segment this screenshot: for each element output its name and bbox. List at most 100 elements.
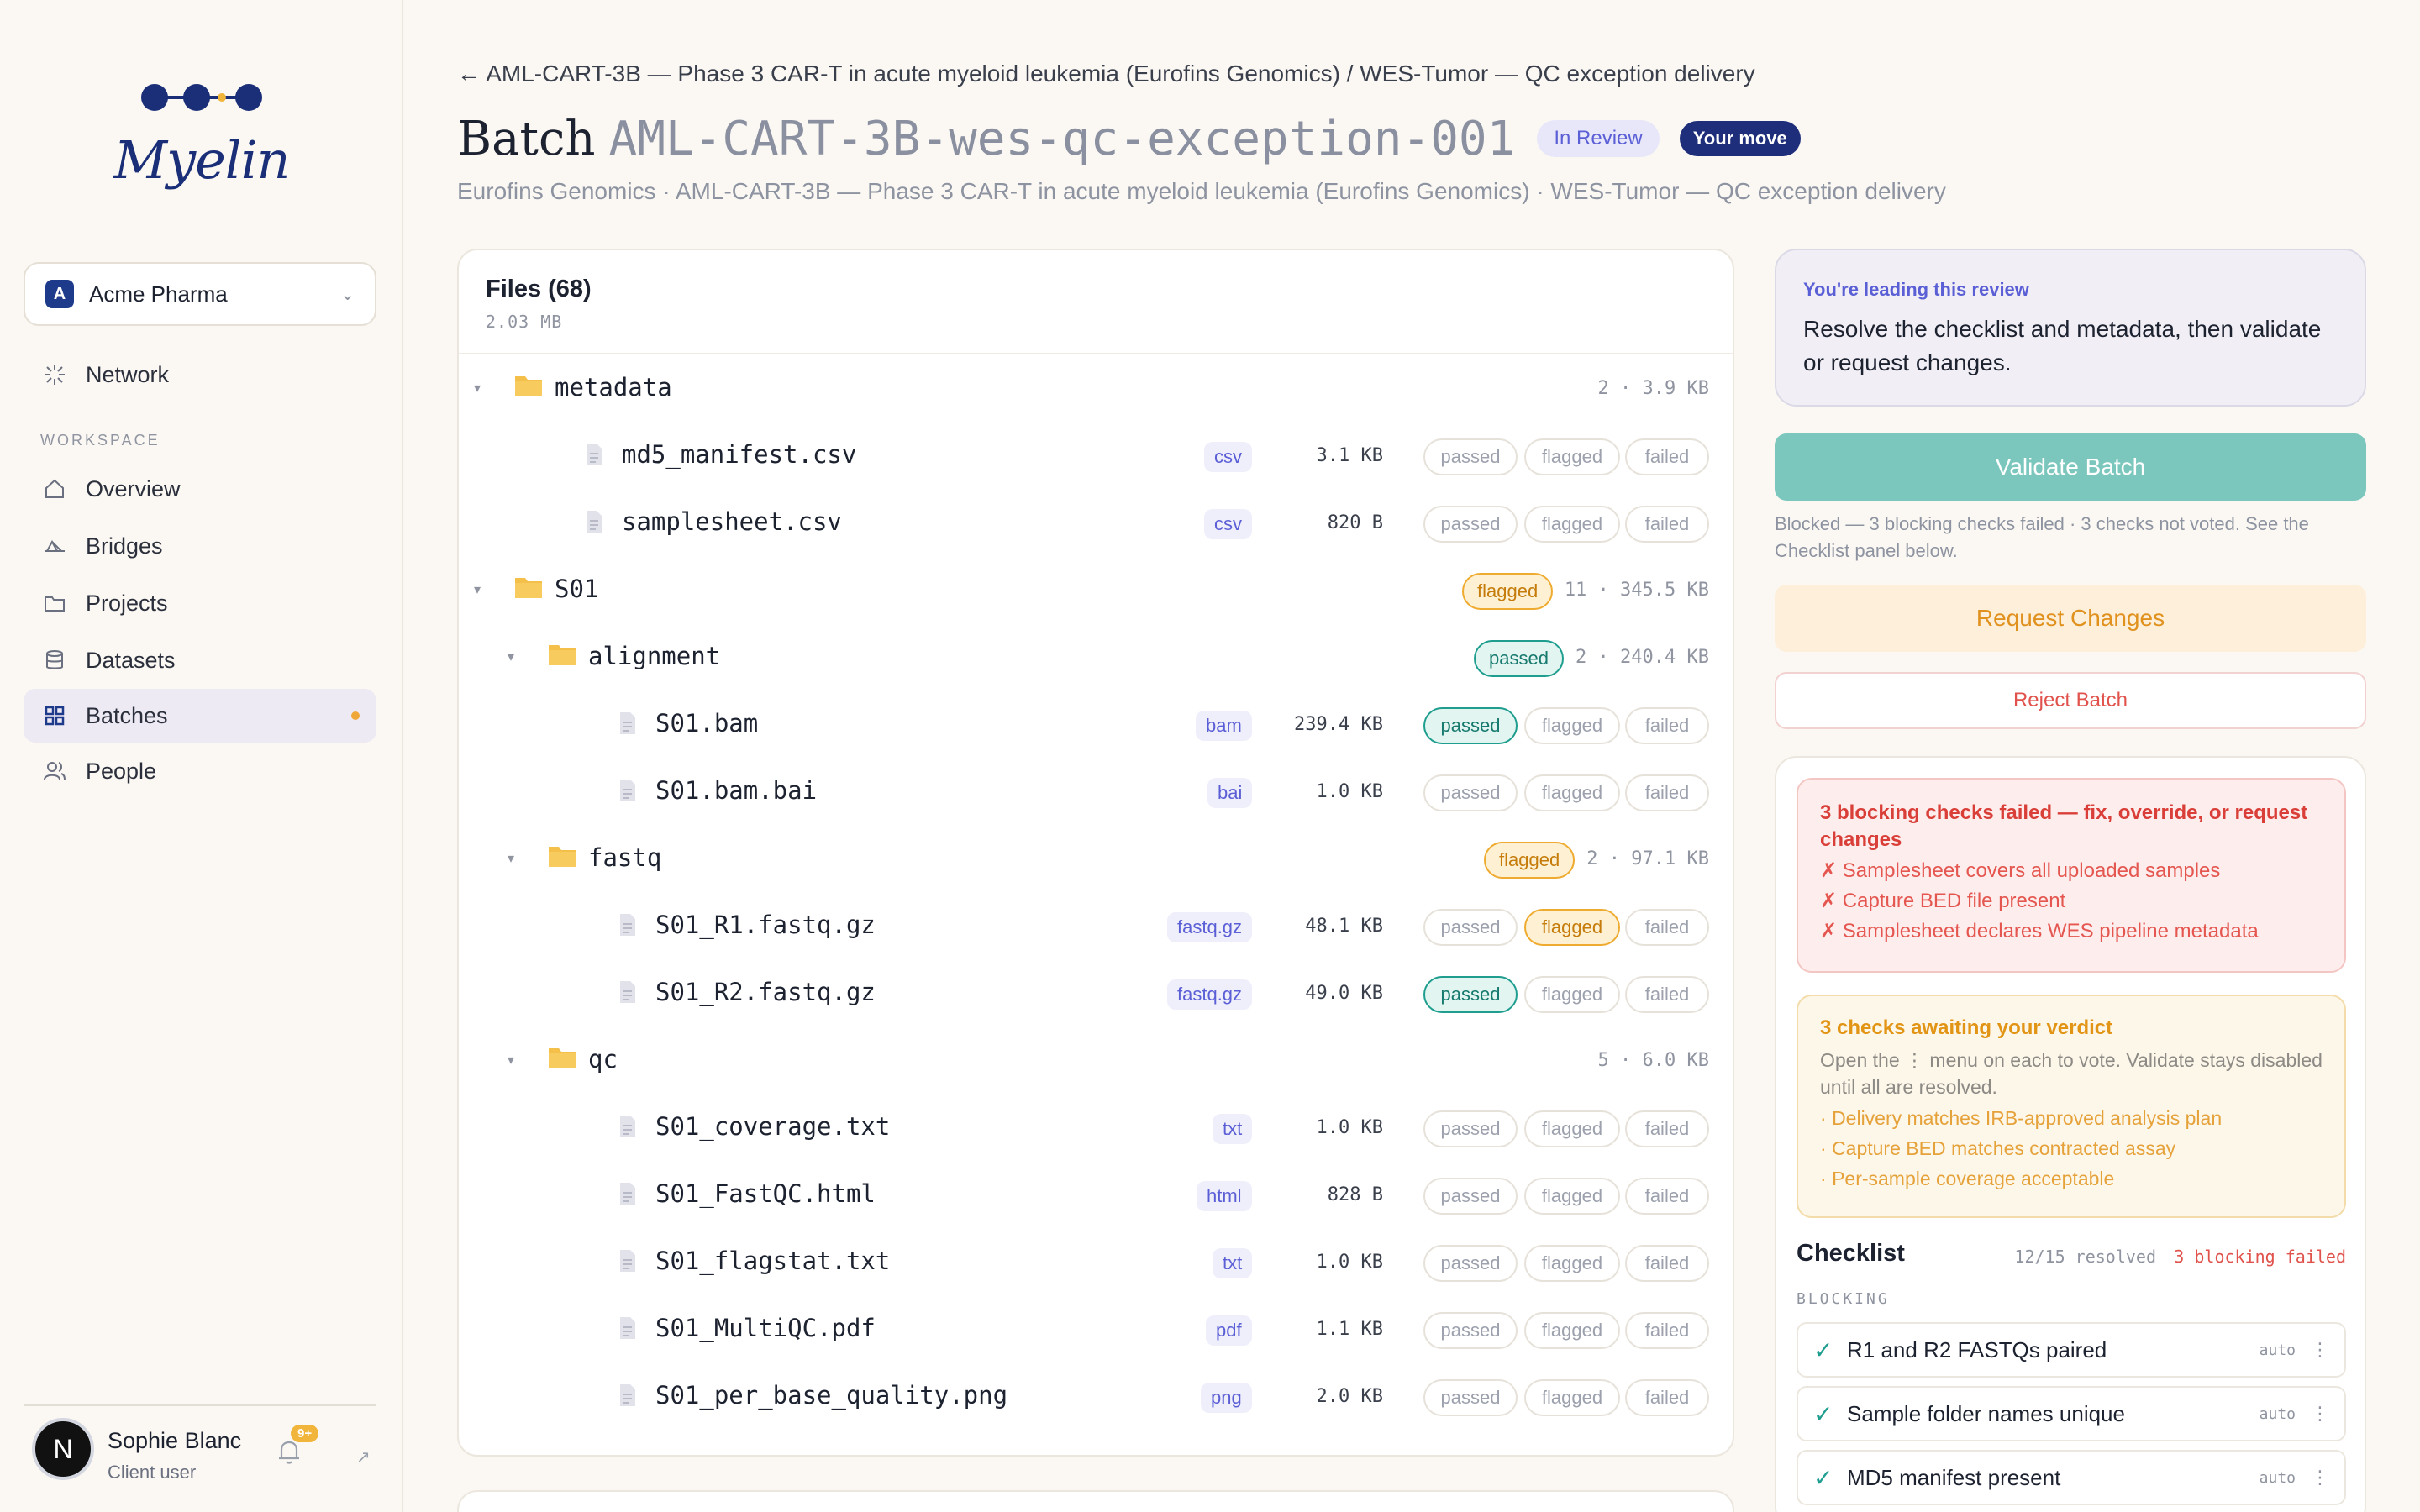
folder-meta: 2 · 3.9 KB [1597,378,1709,399]
file-type-tag: png [1201,1383,1252,1413]
checklist-resolved-count: 12/15 resolved [2014,1247,2156,1267]
page-title: Batch AML-CART-3B-wes-qc-exception-001 I… [457,108,1801,170]
expand-icon[interactable]: ↗ [356,1448,371,1467]
vote-passed-button[interactable]: passed [1423,707,1518,744]
blocking-failed-title: 3 blocking checks failed — fix, override… [1820,801,2308,851]
bell-icon[interactable] [274,1436,304,1467]
vote-flagged-button[interactable]: flagged [1524,1245,1620,1282]
files-title: Files (68) [486,276,592,302]
failed-check-label: Samplesheet declares WES pipeline metada… [1842,920,2259,942]
vote-failed-button[interactable]: failed [1625,976,1709,1013]
nav-overview[interactable]: Overview [24,462,376,516]
vote-failed-button[interactable]: failed [1625,1178,1709,1215]
folder-row[interactable]: ▾ metadata 2 · 3.9 KB [459,354,1733,422]
file-row[interactable]: S01_R1.fastq.gz fastq.gz 48.1 KB passed flag… [459,892,1733,959]
caret-down-icon[interactable]: ▾ [474,583,481,597]
folder-icon [549,847,576,867]
vote-passed-button[interactable]: passed [1423,506,1518,543]
folder-row[interactable]: ▾ S01 11 · 345.5 KB flagged [459,556,1733,623]
file-size: 1.0 KB [1316,1252,1383,1273]
awaiting-check-item[interactable]: · Delivery matches IRB-approved analysis… [1820,1107,2223,1129]
vote-passed-button[interactable]: passed [1423,1110,1518,1147]
vote-failed-button[interactable]: failed [1625,506,1709,543]
vote-failed-button[interactable]: failed [1625,1110,1709,1147]
awaiting-check-item[interactable]: · Per-sample coverage acceptable [1820,1168,2115,1189]
nav-people[interactable]: People [24,744,376,798]
file-row[interactable]: S01_FastQC.html html 828 B passed flagged fai… [459,1161,1733,1228]
vote-flagged-button[interactable]: flagged [1524,1312,1620,1349]
vote-flagged-button[interactable]: flagged [1524,1110,1620,1147]
vote-failed-button[interactable]: failed [1625,707,1709,744]
vote-flagged-button[interactable]: flagged [1524,774,1620,811]
nav-overview-label: Overview [86,475,181,501]
nav-batches-label: Batches [86,702,168,728]
more-vertical-icon[interactable]: ⋮ [2311,1339,2329,1360]
file-type-tag: csv [1204,442,1252,472]
nav-datasets[interactable]: Datasets [24,633,376,687]
awaiting-check-item[interactable]: · Capture BED matches contracted assay [1820,1137,2176,1159]
vote-passed-button[interactable]: passed [1423,438,1518,475]
vote-passed-button[interactable]: passed [1423,1312,1518,1349]
org-avatar: A [45,280,74,308]
nav-network[interactable]: Network [24,348,376,402]
page-title-word: Batch [457,111,596,166]
file-row[interactable]: S01_coverage.txt txt 1.0 KB passed flagged fa… [459,1094,1733,1161]
request-changes-button[interactable]: Request Changes [1775,585,2366,652]
nav-batches[interactable]: Batches [24,689,376,743]
brand-logo[interactable]: Myelin [0,81,403,191]
validate-batch-button[interactable]: Validate Batch [1775,433,2366,501]
vote-failed-button[interactable]: failed [1625,1245,1709,1282]
more-vertical-icon[interactable]: ⋮ [2311,1403,2329,1424]
folder-row[interactable]: ▾ qc 5 · 6.0 KB [459,1026,1733,1094]
file-size: 48.1 KB [1305,916,1383,937]
vote-passed-button[interactable]: passed [1423,909,1518,946]
file-row[interactable]: md5_manifest.csv csv 3.1 KB passed flagged fa… [459,422,1733,489]
vote-passed-button[interactable]: passed [1423,1178,1518,1215]
vote-passed-button[interactable]: passed [1423,976,1518,1013]
vote-failed-button[interactable]: failed [1625,909,1709,946]
more-vertical-icon[interactable]: ⋮ [2311,1467,2329,1488]
file-row[interactable]: S01.bam bam 239.4 KB passed flagged failed [459,690,1733,758]
awaiting-verdict-title: 3 checks awaiting your verdict [1820,1016,2113,1039]
file-icon [620,712,635,734]
file-row[interactable]: samplesheet.csv csv 820 B passed flagged fail… [459,489,1733,556]
vote-flagged-button[interactable]: flagged [1524,976,1620,1013]
breadcrumb[interactable]: ← AML-CART-3B — Phase 3 CAR-T in acute m… [457,60,1755,87]
vote-failed-button[interactable]: failed [1625,1312,1709,1349]
file-icon [620,1250,635,1272]
vote-failed-button[interactable]: failed [1625,1379,1709,1416]
folder-row[interactable]: ▾ alignment 2 · 240.4 KB passed [459,623,1733,690]
vote-flagged-button[interactable]: flagged [1524,909,1620,946]
vote-failed-button[interactable]: failed [1625,438,1709,475]
vote-flagged-button[interactable]: flagged [1524,1379,1620,1416]
vote-flagged-button[interactable]: flagged [1524,1178,1620,1215]
user-profile[interactable]: N Sophie Blanc Client user 9+ ↗ [24,1404,376,1512]
nav-projects[interactable]: Projects [24,576,376,630]
chevron-down-icon: ⌄ [340,285,355,304]
caret-down-icon[interactable]: ▾ [474,381,481,396]
vote-failed-button[interactable]: failed [1625,774,1709,811]
file-row[interactable]: S01_flagstat.txt txt 1.0 KB passed flagged fa… [459,1228,1733,1295]
nav-network-label: Network [86,361,170,387]
org-selector[interactable]: A Acme Pharma ⌄ [24,262,376,326]
file-size: 49.0 KB [1305,983,1383,1004]
checklist-item-mode: auto [2259,1404,2296,1423]
vote-passed-button[interactable]: passed [1423,1379,1518,1416]
reject-batch-button[interactable]: Reject Batch [1775,672,2366,729]
nav-bridges[interactable]: Bridges [24,519,376,573]
file-icon [620,1183,635,1205]
caret-down-icon[interactable]: ▾ [508,1053,515,1068]
file-row[interactable]: S01_per_base_quality.png png 2.0 KB passed f… [459,1362,1733,1430]
vote-flagged-button[interactable]: flagged [1524,438,1620,475]
vote-passed-button[interactable]: passed [1423,1245,1518,1282]
file-row[interactable]: S01_MultiQC.pdf pdf 1.1 KB passed flagged fai… [459,1295,1733,1362]
lead-text: Resolve the checklist and metadata, then… [1803,316,2322,375]
caret-down-icon[interactable]: ▾ [508,650,515,664]
caret-down-icon[interactable]: ▾ [508,852,515,866]
folder-row[interactable]: ▾ fastq 2 · 97.1 KB flagged [459,825,1733,892]
file-row[interactable]: S01.bam.bai bai 1.0 KB passed flagged failed [459,758,1733,825]
file-row[interactable]: S01_R2.fastq.gz fastq.gz 49.0 KB passed flag… [459,959,1733,1026]
vote-flagged-button[interactable]: flagged [1524,707,1620,744]
vote-passed-button[interactable]: passed [1423,774,1518,811]
vote-flagged-button[interactable]: flagged [1524,506,1620,543]
